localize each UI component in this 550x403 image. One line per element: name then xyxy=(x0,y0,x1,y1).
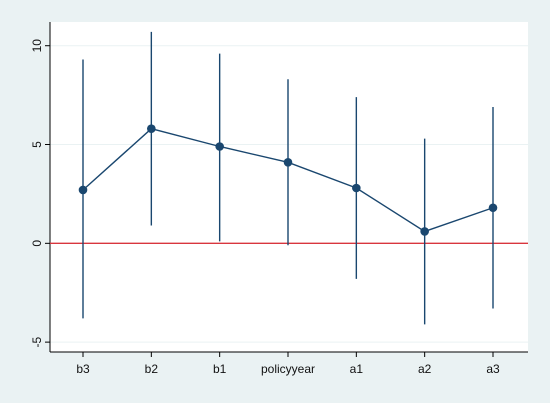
x-tick-label: b3 xyxy=(76,362,90,376)
x-tick-label: a1 xyxy=(350,362,364,376)
x-tick-label: a2 xyxy=(418,362,432,376)
y-tick-label: 5 xyxy=(30,141,44,148)
y-tick-label: -5 xyxy=(30,336,44,347)
point-estimate xyxy=(420,227,429,236)
y-tick-label: 10 xyxy=(30,39,44,53)
x-tick-label: a3 xyxy=(486,362,500,376)
point-estimate xyxy=(488,203,498,213)
point-estimate xyxy=(215,142,224,151)
x-tick-label: policyyear xyxy=(261,362,315,376)
x-tick-label: b2 xyxy=(145,362,159,376)
plot-area xyxy=(50,22,528,352)
y-tick-label: 0 xyxy=(30,240,44,247)
point-estimate xyxy=(78,185,88,195)
point-estimate xyxy=(147,124,156,134)
x-tick-label: b1 xyxy=(213,362,227,376)
point-estimate xyxy=(283,157,293,167)
point-estimate xyxy=(352,183,361,193)
